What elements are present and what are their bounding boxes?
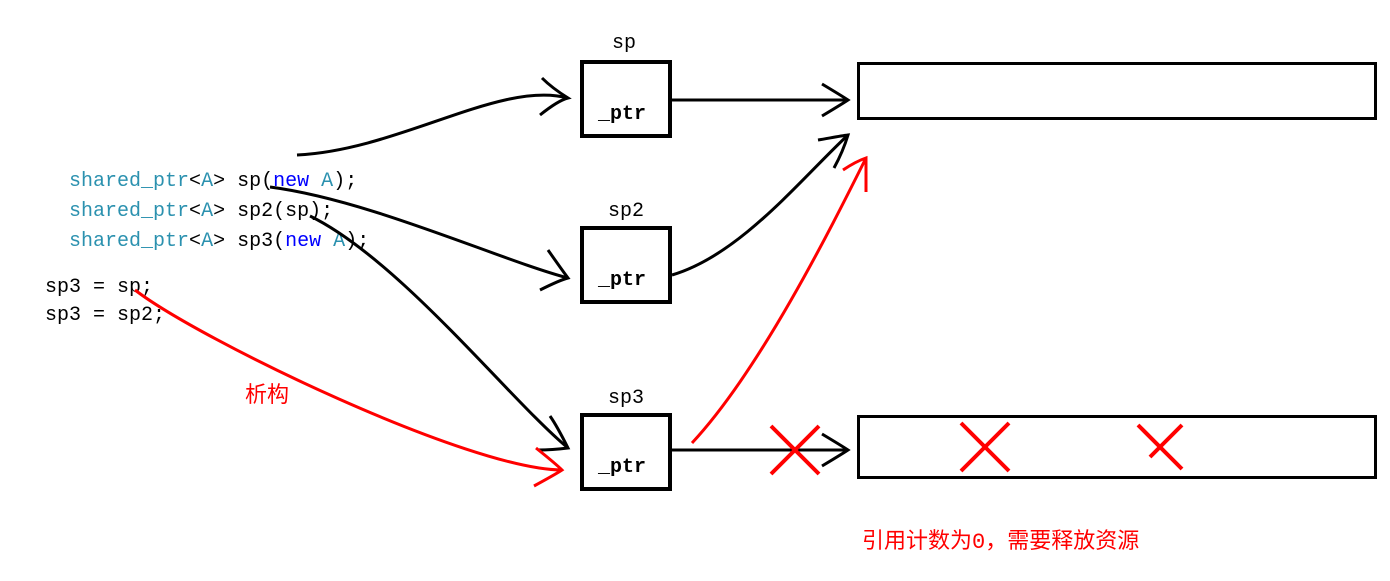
- arrow-sp-to-box: [297, 78, 568, 155]
- arrow-sp3-redirect: [692, 158, 866, 443]
- sp-box: [580, 60, 672, 138]
- sp3-box: [580, 413, 672, 491]
- sp2-label: sp2: [608, 200, 644, 223]
- code-line-3: shared_ptr<A> sp3(new A);: [45, 207, 369, 253]
- diagram-stage: { "colors": { "black": "#000000", "red":…: [0, 0, 1390, 581]
- release-label: 引用计数为0，需要释放资源: [862, 523, 1139, 555]
- cross-arrow-icon: [771, 426, 819, 474]
- arrow-sp3-ptr-to-heap2: [672, 434, 848, 466]
- sp2-box: [580, 226, 672, 304]
- arrow-sp2-ptr-to-heap1: [672, 135, 848, 275]
- sp3-ptr-label: _ptr: [598, 456, 646, 479]
- sp2-ptr-label: _ptr: [598, 269, 646, 292]
- sp3-label: sp3: [608, 387, 644, 410]
- code-line-4: sp3 = sp;: [45, 276, 153, 299]
- heap-object-2: [857, 415, 1377, 479]
- arrow-assign-to-sp3: [135, 290, 562, 486]
- heap-object-1: [857, 62, 1377, 120]
- code-line-5: sp3 = sp2;: [45, 304, 165, 327]
- sp-label: sp: [612, 32, 636, 55]
- destruct-label: 析构: [245, 377, 289, 409]
- arrow-sp-ptr-to-heap1: [672, 84, 848, 116]
- sp-ptr-label: _ptr: [598, 103, 646, 126]
